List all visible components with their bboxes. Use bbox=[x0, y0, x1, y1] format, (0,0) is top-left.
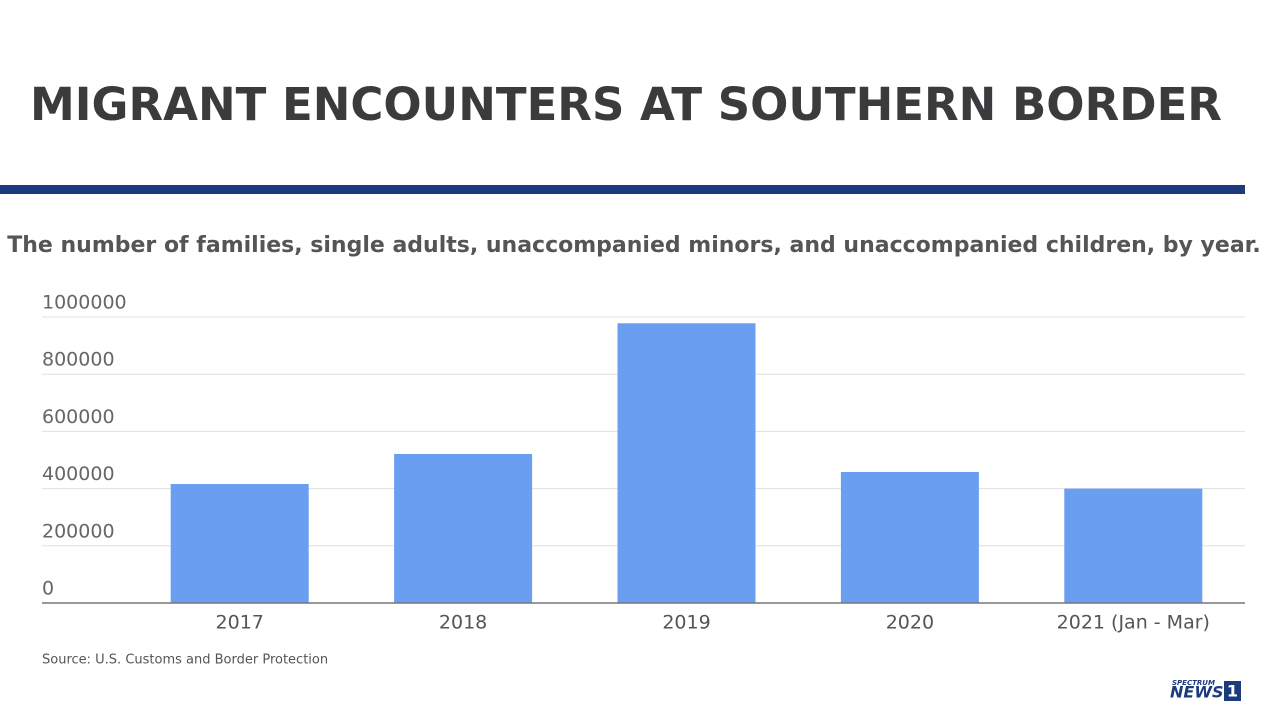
bar bbox=[840, 472, 979, 603]
logo-box bbox=[1224, 681, 1241, 701]
x-tick-label: 2020 bbox=[886, 612, 934, 634]
logo-number: 1 bbox=[1227, 682, 1238, 701]
x-tick-label: 2019 bbox=[662, 612, 710, 634]
y-tick-label: 800000 bbox=[42, 349, 115, 371]
x-tick-label: 2018 bbox=[439, 612, 487, 634]
source-note: Source: U.S. Customs and Border Protecti… bbox=[42, 653, 328, 668]
x-tick-label: 2017 bbox=[216, 612, 264, 634]
logo-top: SPECTRUM bbox=[1172, 679, 1215, 687]
y-tick-label: 200000 bbox=[42, 520, 115, 542]
title-rule bbox=[0, 185, 1245, 194]
x-tick-label: 2021 (Jan - Mar) bbox=[1057, 612, 1210, 634]
bar bbox=[394, 453, 533, 603]
bar bbox=[170, 484, 309, 603]
logo: SPECTRUM NEWS 1 bbox=[1170, 679, 1241, 702]
chart-title: MIGRANT ENCOUNTERS AT SOUTHERN BORDER bbox=[30, 78, 1222, 131]
logo-main: NEWS bbox=[1170, 683, 1224, 702]
bar bbox=[1064, 488, 1203, 603]
chart-subtitle: The number of families, single adults, u… bbox=[7, 233, 1260, 258]
y-tick-label: 400000 bbox=[42, 463, 115, 485]
y-tick-label: 0 bbox=[42, 578, 54, 600]
bar bbox=[617, 323, 756, 603]
y-tick-label: 600000 bbox=[42, 406, 115, 428]
y-tick-label: 1000000 bbox=[42, 292, 127, 314]
